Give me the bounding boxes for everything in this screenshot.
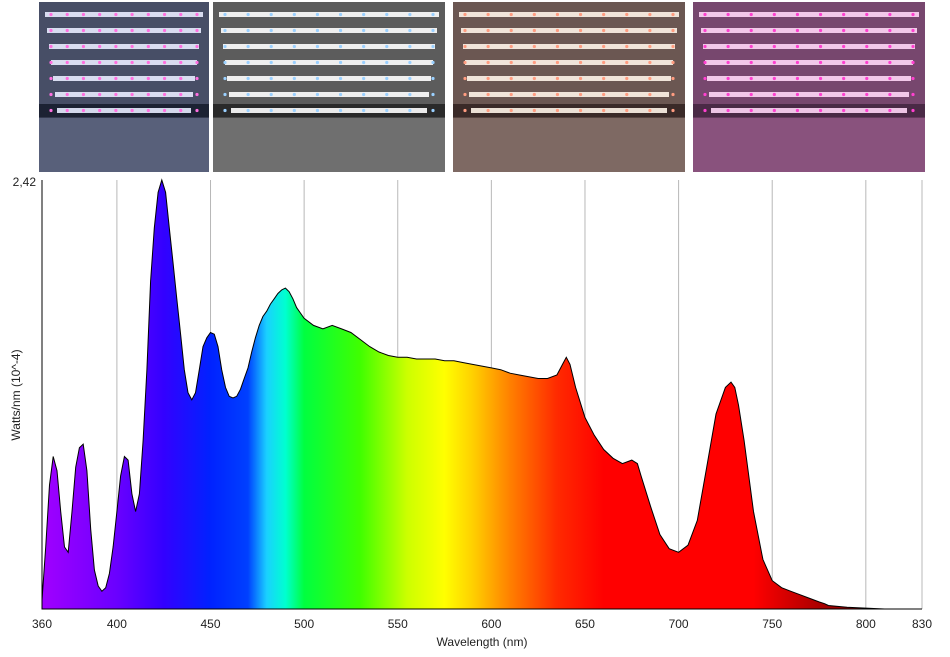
spectrum-area	[41, 178, 885, 610]
y-axis-label: Watts/nm (10^-4)	[9, 349, 23, 440]
x-tick-600: 600	[481, 617, 501, 631]
x-tick-400: 400	[107, 617, 127, 631]
x-tick-830: 830	[912, 617, 932, 631]
photo-grow-lights-1	[39, 2, 209, 172]
y-top-label: 2,42	[13, 175, 37, 189]
x-tick-labels: 360 400 450 500 550 600 650 700 750 800 830	[32, 617, 932, 631]
photo-2-image	[213, 2, 445, 172]
photo-1-image	[39, 2, 209, 172]
x-tick-550: 550	[388, 617, 408, 631]
photo-4-image	[693, 2, 925, 172]
x-tick-800: 800	[856, 617, 876, 631]
x-tick-360: 360	[32, 617, 52, 631]
x-tick-650: 650	[575, 617, 595, 631]
x-axis-label: Wavelength (nm)	[437, 635, 528, 649]
photo-grow-lights-2	[213, 2, 445, 172]
x-tick-750: 750	[762, 617, 782, 631]
x-tick-450: 450	[200, 617, 220, 631]
photo-grow-lights-3	[453, 2, 685, 172]
x-tick-700: 700	[669, 617, 689, 631]
photo-grow-lights-4	[693, 2, 925, 172]
x-tick-500: 500	[294, 617, 314, 631]
photo-3-image	[453, 2, 685, 172]
